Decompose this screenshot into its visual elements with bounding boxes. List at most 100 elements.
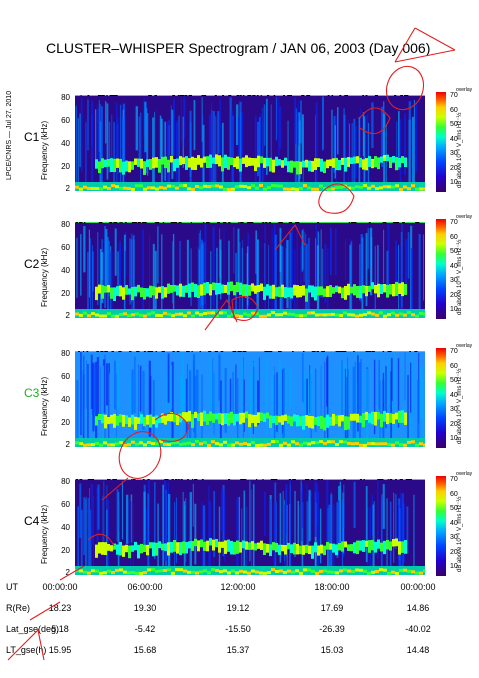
y-tick: 60: [61, 243, 70, 252]
colorbar-tick: 20: [450, 548, 458, 556]
orbit-value: 18.23: [48, 603, 72, 613]
y-tick: 20: [61, 162, 70, 171]
colorbar-tick: 70: [450, 476, 458, 483]
colorbar-tick: 20: [450, 420, 458, 428]
orbit-value: -15.50: [225, 624, 251, 634]
orbit-value: 00:00:00: [42, 582, 78, 592]
y-axis-label: Frequency (kHz): [40, 120, 49, 180]
data-strip: [75, 472, 425, 485]
orbit-row-label: R(Re): [6, 603, 30, 613]
colorbar-tick: 10: [450, 179, 458, 186]
spectrogram-c1: [75, 96, 425, 191]
orbit-value: 19.12: [226, 603, 250, 613]
orbit-value: 17.69: [320, 603, 344, 613]
y-tick: 2: [65, 184, 70, 193]
colorbar-tick: 60: [450, 490, 458, 498]
colorbar-header: overlay: [456, 87, 473, 93]
orbit-row: UT 00:00:00 06:00:00 12:00:00 18:00:00 00:00:…: [0, 582, 479, 594]
orbit-value: 15.37: [226, 645, 250, 655]
data-strip: [75, 215, 425, 228]
orbit-row: Lat_gse(deg) 5.18 -5.42 -15.50 -26.39 -40.02: [0, 624, 479, 636]
colorbar-tick: 30: [450, 534, 458, 541]
colorbar-tick: 70: [450, 92, 458, 99]
y-tick: 80: [61, 220, 70, 229]
y-tick: 40: [61, 395, 70, 404]
y-tick: 40: [61, 139, 70, 148]
colorbar-tick: 70: [450, 348, 458, 355]
y-axis-label: Frequency (kHz): [40, 504, 49, 564]
y-tick: 40: [61, 523, 70, 532]
orbit-row: LT_gse(h) 15.95 15.68 15.37 15.03 14.48: [0, 645, 479, 657]
orbit-value: 15.03: [320, 645, 344, 655]
panel-c4: C4 Frequency (kHz) 80 60 40 20 2 overlay…: [0, 471, 479, 584]
colorbar: [436, 476, 446, 576]
y-tick: 80: [61, 349, 70, 358]
spacecraft-label: C1: [24, 130, 40, 144]
colorbar-tick: 40: [450, 135, 458, 143]
colorbar-tick: 60: [450, 362, 458, 370]
orbit-value: 19.30: [133, 603, 157, 613]
colorbar-tick: 10: [450, 306, 458, 313]
orbit-value: 18:00:00: [314, 582, 350, 592]
colorbar-tick: 40: [450, 262, 458, 270]
colorbar-tick: 50: [450, 248, 458, 255]
orbit-value: -26.39: [319, 624, 345, 634]
y-tick: 60: [61, 500, 70, 509]
orbit-value: 12:00:00: [220, 582, 256, 592]
spectrogram-c2: [75, 223, 425, 318]
orbit-value: -5.42: [134, 624, 156, 634]
y-tick: 20: [61, 418, 70, 427]
colorbar: [436, 92, 446, 192]
orbit-table: UT 00:00:00 06:00:00 12:00:00 18:00:00 00:00:…: [0, 582, 479, 672]
spectrogram-c3: [75, 352, 425, 447]
colorbar-header: overlay: [456, 343, 473, 349]
colorbar-tick: 10: [450, 435, 458, 442]
colorbar-tick: 40: [450, 391, 458, 399]
colorbar-tick: 20: [450, 164, 458, 172]
colorbar: [436, 219, 446, 319]
orbit-value: 5.18: [51, 624, 69, 634]
panel-c3: C3 Frequency (kHz) 80 60 40 20 2 overlay…: [0, 343, 479, 456]
colorbar-header: overlay: [456, 471, 473, 477]
spectrogram-c4: [75, 480, 425, 575]
orbit-value: 15.95: [48, 645, 72, 655]
y-tick: 2: [65, 568, 70, 577]
orbit-value: 14.48: [406, 645, 430, 655]
colorbar-tick: 10: [450, 563, 458, 570]
colorbar-tick: 60: [450, 233, 458, 241]
y-tick: 80: [61, 477, 70, 486]
panel-c2: C2 Frequency (kHz) 80 60 40 20 2 overlay…: [0, 214, 479, 327]
y-tick: 20: [61, 546, 70, 555]
orbit-value: 14.86: [406, 603, 430, 613]
orbit-value: 00:00:00: [400, 582, 436, 592]
y-tick: 40: [61, 266, 70, 275]
y-tick: 80: [61, 93, 70, 102]
colorbar-tick: 50: [450, 121, 458, 128]
orbit-row: R(Re) 18.23 19.30 19.12 17.69 14.86: [0, 603, 479, 615]
y-tick: 20: [61, 289, 70, 298]
y-tick: 2: [65, 311, 70, 320]
y-axis-label: Frequency (kHz): [40, 376, 49, 436]
y-axis-label: Frequency (kHz): [40, 247, 49, 307]
data-strip: [75, 344, 425, 357]
y-tick: 2: [65, 440, 70, 449]
y-tick: 60: [61, 372, 70, 381]
colorbar-header: overlay: [456, 214, 473, 220]
data-strip: [75, 88, 425, 101]
y-tick: 60: [61, 116, 70, 125]
spacecraft-label: C3: [24, 386, 40, 400]
colorbar-tick: 70: [450, 219, 458, 226]
colorbar-tick: 30: [450, 406, 458, 413]
page-title: CLUSTER–WHISPER Spectrogram / JAN 06, 20…: [46, 40, 431, 56]
colorbar-tick: 50: [450, 505, 458, 512]
colorbar: [436, 348, 446, 448]
orbit-row-label: UT: [6, 582, 18, 592]
colorbar-tick: 40: [450, 519, 458, 527]
spacecraft-label: C2: [24, 257, 40, 271]
colorbar-tick: 60: [450, 106, 458, 114]
colorbar-tick: 30: [450, 277, 458, 284]
colorbar-tick: 30: [450, 150, 458, 157]
spacecraft-label: C4: [24, 514, 40, 528]
orbit-value: -40.02: [405, 624, 431, 634]
